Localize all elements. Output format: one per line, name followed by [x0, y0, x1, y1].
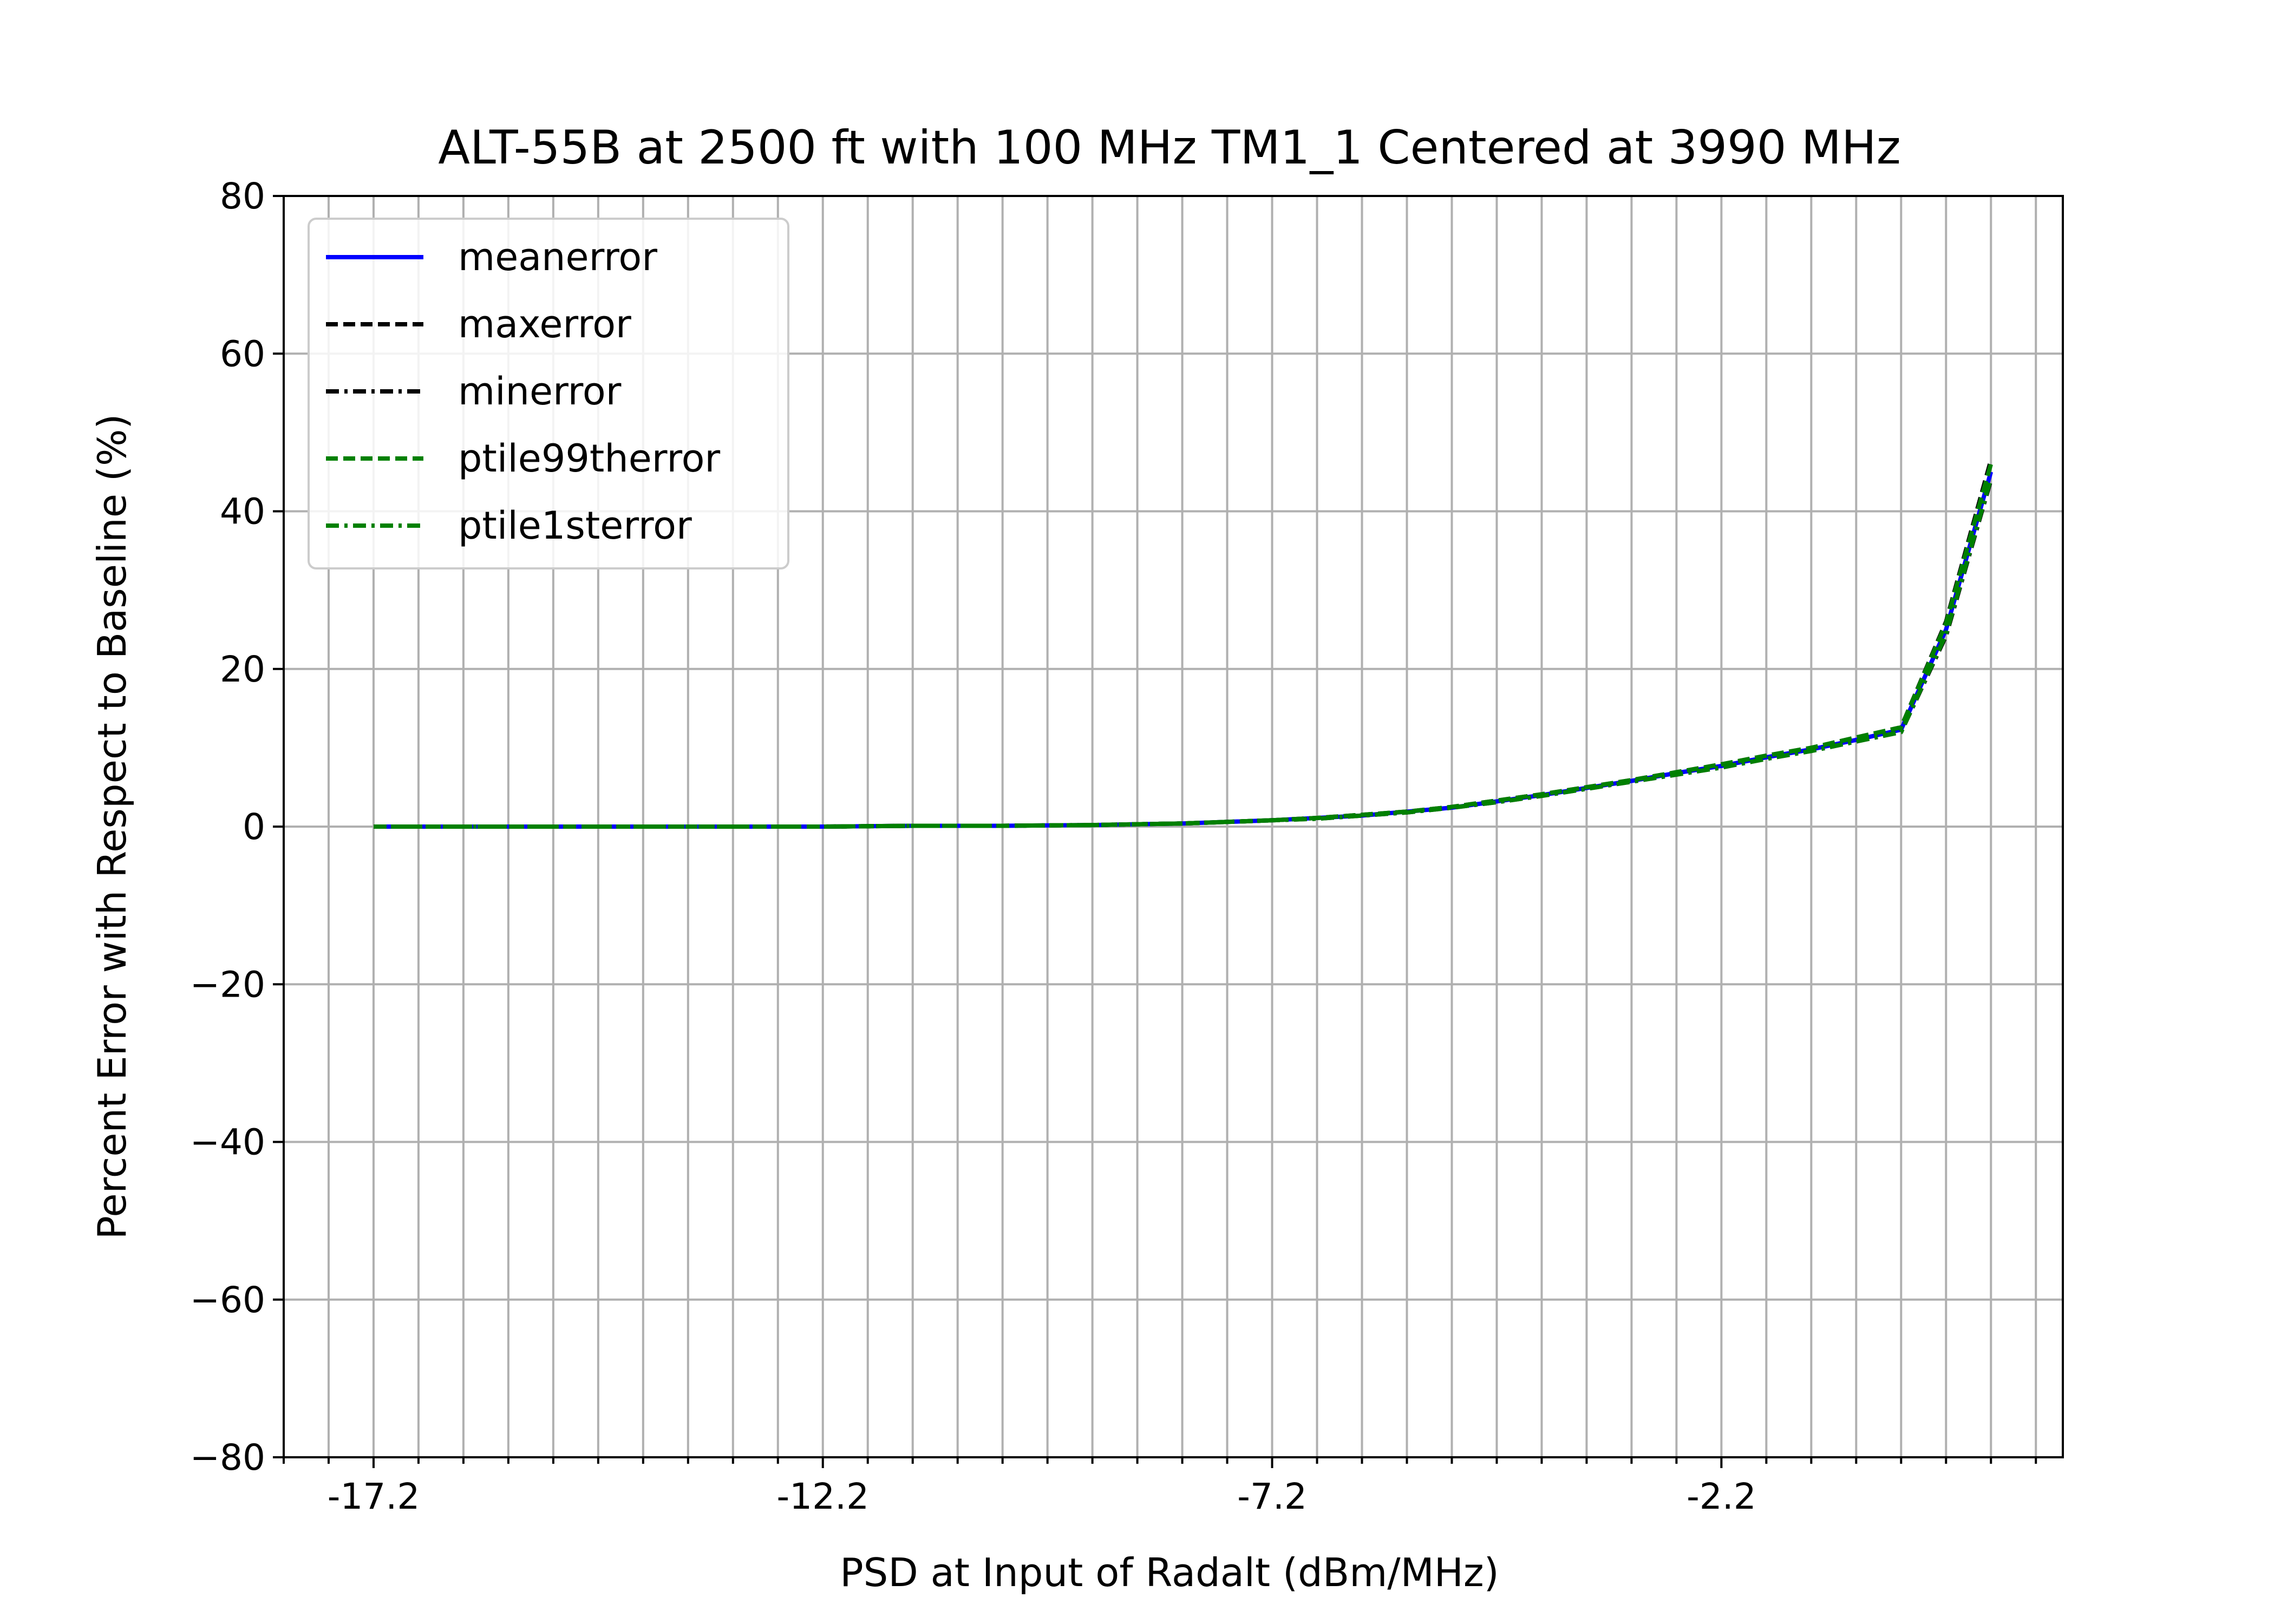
y-tick-label: 60	[220, 333, 265, 375]
series-line-ptile1sterror	[374, 477, 1994, 829]
legend-label-minerror: minerror	[458, 369, 622, 414]
y-tick-label: −60	[190, 1279, 265, 1321]
y-axis-label: Percent Error with Respect to Baseline (…	[89, 414, 135, 1239]
series-line-ptile99therror	[374, 463, 1994, 829]
y-axis-ticks: −80 −60 −40 −20 0 20 40 60 80	[190, 175, 284, 1478]
x-tick-label: -17.2	[328, 1476, 420, 1517]
x-axis-label: PSD at Input of Radalt (dBm/MHz)	[840, 1550, 1499, 1595]
legend-label-meanerror: meanerror	[458, 235, 657, 279]
series-lines	[374, 459, 1994, 829]
legend: meanerror maxerror minerror ptile99therror p…	[308, 218, 789, 569]
y-tick-label: −80	[190, 1437, 265, 1478]
y-tick-label: −40	[190, 1122, 265, 1163]
legend-label-ptile99therror: ptile99therror	[458, 436, 720, 481]
x-tick-label: -7.2	[1237, 1476, 1307, 1517]
y-tick-label: 20	[220, 649, 265, 690]
y-tick-label: 40	[220, 491, 265, 533]
x-axis-ticks: -17.2 -12.2 -7.2 -2.2	[283, 1457, 2037, 1517]
x-tick-label: -2.2	[1687, 1476, 1756, 1517]
y-tick-label: 0	[243, 806, 265, 848]
legend-label-ptile1sterror: ptile1sterror	[458, 503, 692, 548]
legend-label-maxerror: maxerror	[458, 302, 631, 346]
chart-title: ALT-55B at 2500 ft with 100 MHz TM1_1 Ce…	[438, 121, 1901, 175]
y-tick-label: 80	[220, 175, 265, 217]
x-tick-label: -12.2	[776, 1476, 869, 1517]
legend-box	[308, 218, 789, 569]
y-tick-label: −20	[190, 964, 265, 1005]
